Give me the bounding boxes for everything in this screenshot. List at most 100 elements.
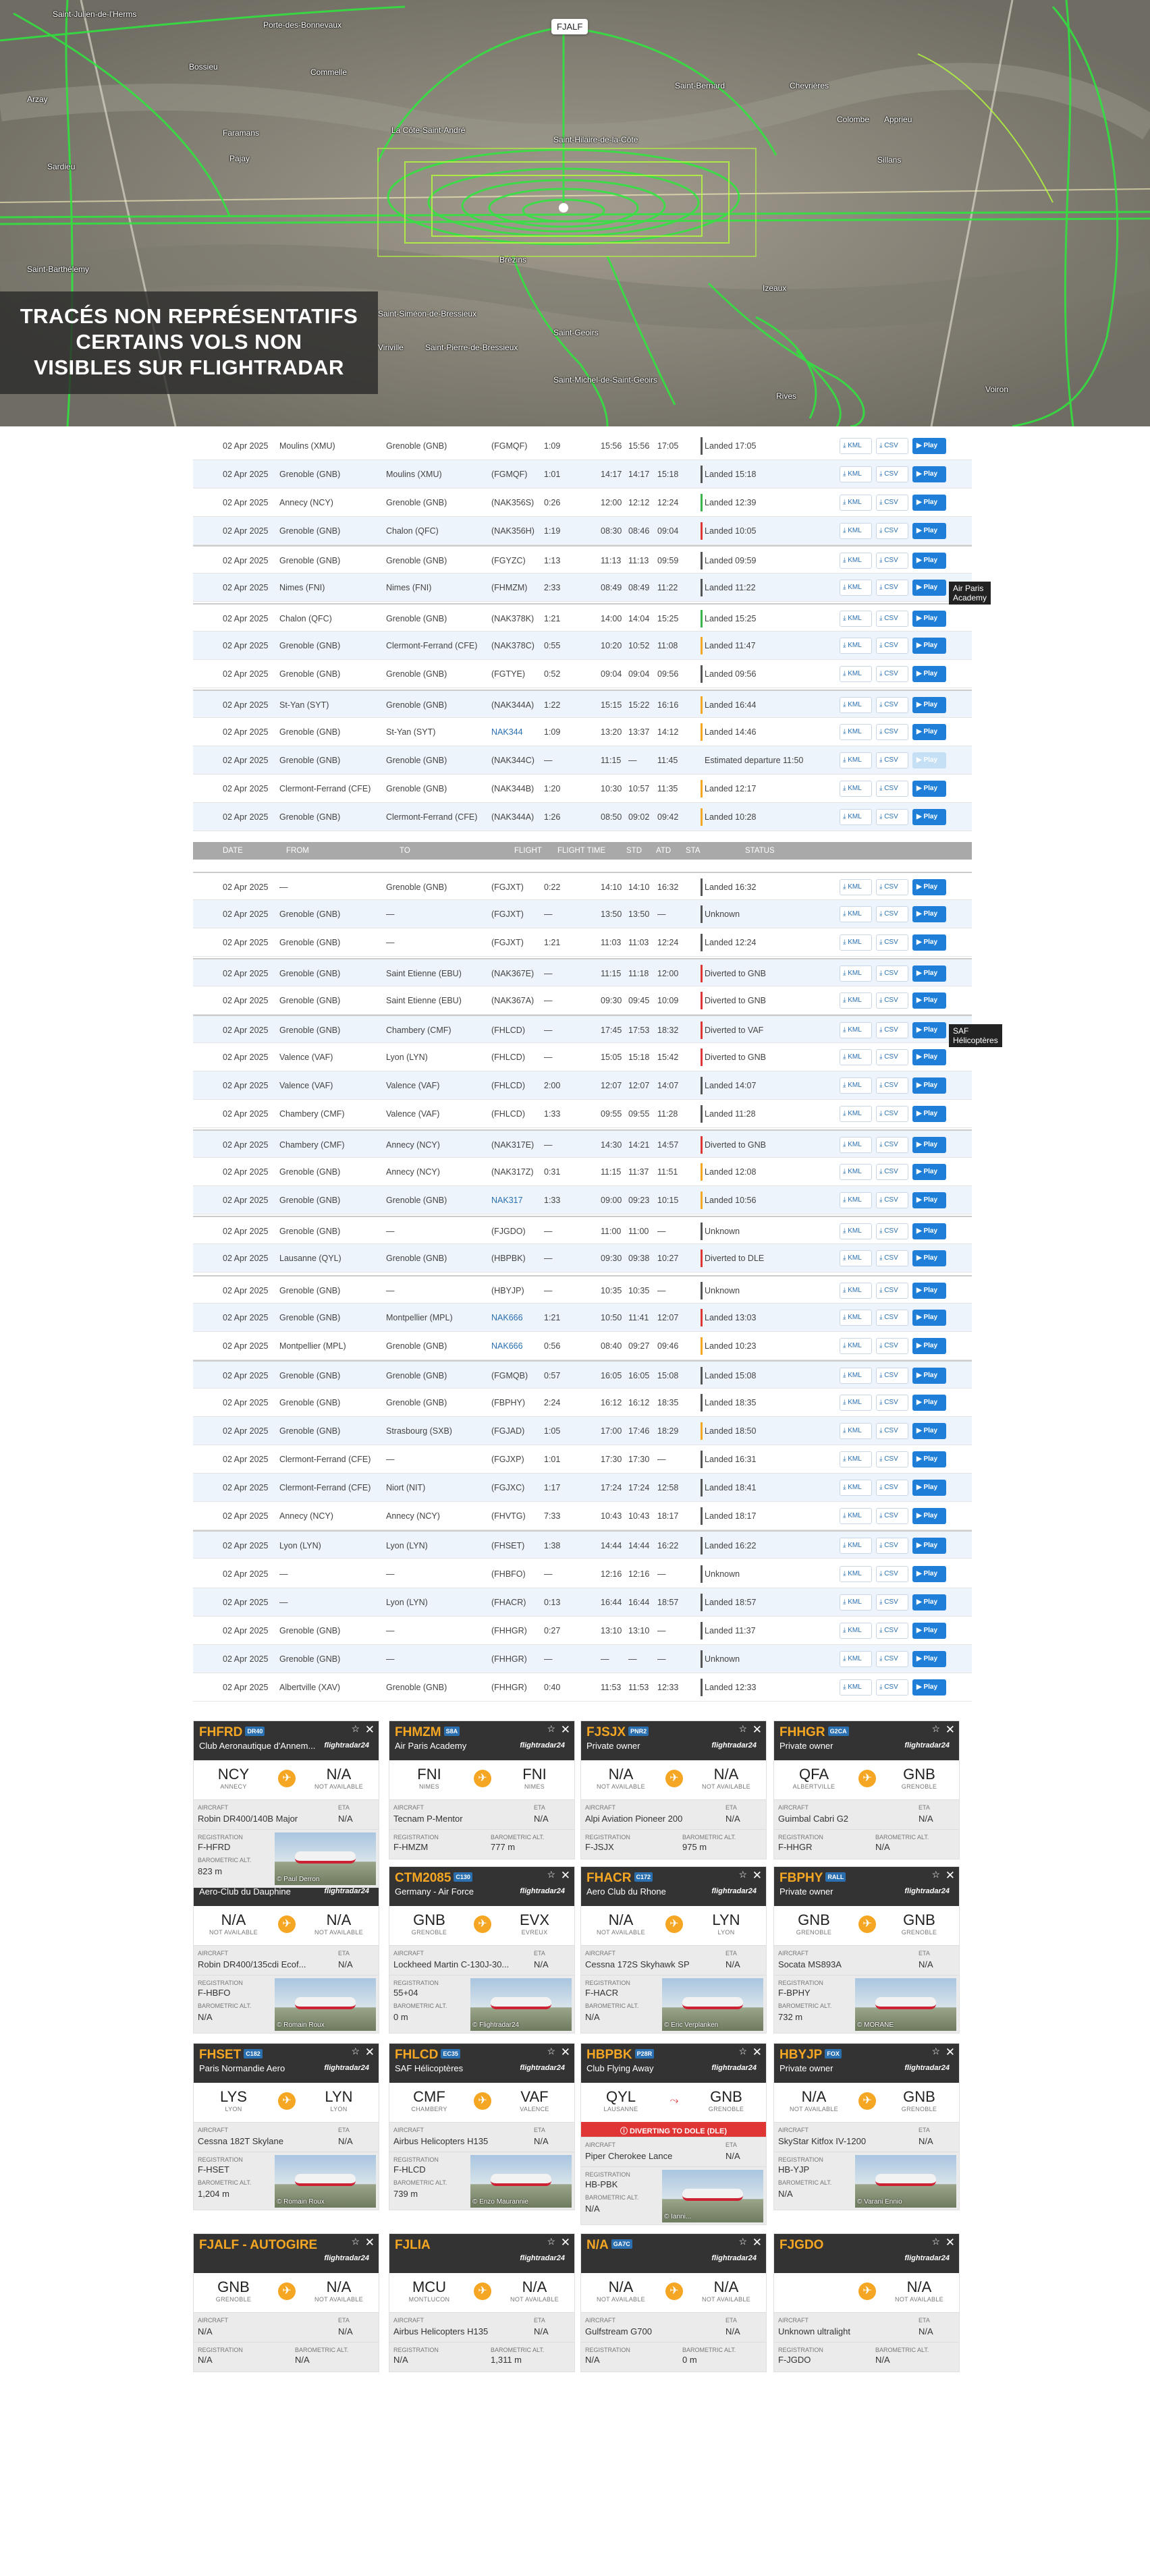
flight-number[interactable]: (FGTYE) bbox=[491, 669, 525, 679]
destination-airport[interactable]: Grenoble (GNB) bbox=[386, 1341, 447, 1351]
favorite-star-icon[interactable]: ☆ bbox=[738, 1723, 747, 1734]
play-button[interactable]: ▶ Play bbox=[912, 1049, 946, 1065]
kml-download-button[interactable]: ⤓ KML bbox=[840, 1451, 872, 1467]
origin-airport[interactable]: Grenoble (GNB) bbox=[279, 1026, 341, 1035]
close-icon[interactable]: ✕ bbox=[945, 1869, 955, 1882]
close-icon[interactable]: ✕ bbox=[560, 1723, 570, 1736]
origin-airport[interactable]: GNB GRENOBLE bbox=[392, 1911, 466, 1936]
csv-download-button[interactable]: ⤓ CSV bbox=[876, 666, 908, 682]
kml-download-button[interactable]: ⤓ KML bbox=[840, 1679, 872, 1696]
origin-airport[interactable]: GNB GRENOBLE bbox=[777, 1911, 851, 1936]
origin-airport[interactable]: Grenoble (GNB) bbox=[279, 1227, 341, 1236]
flight-number[interactable]: (NAK317E) bbox=[491, 1140, 535, 1150]
destination-airport[interactable]: VAF VALENCE bbox=[497, 2088, 572, 2112]
close-icon[interactable]: ✕ bbox=[945, 2046, 955, 2059]
origin-airport[interactable]: Grenoble (GNB) bbox=[279, 556, 341, 565]
csv-download-button[interactable]: ⤓ CSV bbox=[876, 1106, 908, 1122]
play-button[interactable]: ▶ Play bbox=[912, 992, 946, 1009]
flight-number[interactable]: (NAK367E) bbox=[491, 969, 535, 978]
flight-number[interactable]: (FHACR) bbox=[491, 1598, 526, 1607]
csv-download-button[interactable]: ⤓ CSV bbox=[876, 1651, 908, 1667]
destination-airport[interactable]: Grenoble (GNB) bbox=[386, 1254, 447, 1263]
csv-download-button[interactable]: ⤓ CSV bbox=[876, 1022, 908, 1038]
play-button[interactable]: ▶ Play bbox=[912, 1192, 946, 1208]
destination-airport[interactable]: St-Yan (SYT) bbox=[386, 727, 436, 737]
play-button[interactable]: ▶ Play bbox=[912, 1137, 946, 1153]
play-button[interactable]: ▶ Play bbox=[912, 809, 946, 825]
origin-airport[interactable]: Annecy (NCY) bbox=[279, 1511, 333, 1521]
play-button[interactable]: ▶ Play bbox=[912, 1423, 946, 1439]
origin-airport[interactable]: Lausanne (QYL) bbox=[279, 1254, 341, 1263]
origin-airport[interactable]: Grenoble (GNB) bbox=[279, 1426, 341, 1436]
csv-download-button[interactable]: ⤓ CSV bbox=[876, 781, 908, 797]
kml-download-button[interactable]: ⤓ KML bbox=[840, 466, 872, 482]
aircraft-card[interactable]: CTM2085 C130 Germany - Air Force flightrada… bbox=[389, 1866, 575, 2034]
origin-airport[interactable]: Chambery (CMF) bbox=[279, 1140, 345, 1150]
csv-download-button[interactable]: ⤓ CSV bbox=[876, 611, 908, 627]
kml-download-button[interactable]: ⤓ KML bbox=[840, 1250, 872, 1266]
kml-download-button[interactable]: ⤓ KML bbox=[840, 1164, 872, 1180]
origin-airport[interactable]: Grenoble (GNB) bbox=[279, 1167, 341, 1177]
flight-number[interactable]: (FGJXP) bbox=[491, 1455, 524, 1464]
flight-number[interactable]: (NAK344C) bbox=[491, 756, 535, 765]
aircraft-registration[interactable]: FJLIA bbox=[395, 2238, 431, 2252]
flight-number[interactable]: (FGMQB) bbox=[491, 1371, 528, 1380]
origin-airport[interactable]: QYL LAUSANNE bbox=[584, 2088, 658, 2112]
origin-airport[interactable]: Moulins (XMU) bbox=[279, 441, 335, 451]
destination-airport[interactable]: GNB GRENOBLE bbox=[689, 2088, 763, 2112]
destination-airport[interactable]: Lyon (LYN) bbox=[386, 1598, 428, 1607]
destination-airport[interactable]: LYN LYON bbox=[302, 2088, 376, 2112]
aircraft-registration[interactable]: CTM2085 bbox=[395, 1871, 451, 1885]
kml-download-button[interactable]: ⤓ KML bbox=[840, 495, 872, 511]
csv-download-button[interactable]: ⤓ CSV bbox=[876, 1594, 908, 1611]
csv-download-button[interactable]: ⤓ CSV bbox=[876, 1395, 908, 1411]
destination-airport[interactable]: EVX EVREUX bbox=[497, 1911, 572, 1936]
csv-download-button[interactable]: ⤓ CSV bbox=[876, 1623, 908, 1639]
flight-number[interactable]: (FHHGR) bbox=[491, 1683, 527, 1692]
destination-airport[interactable]: — bbox=[386, 938, 395, 947]
csv-download-button[interactable]: ⤓ CSV bbox=[876, 1049, 908, 1065]
csv-download-button[interactable]: ⤓ CSV bbox=[876, 438, 908, 454]
destination-airport[interactable]: Grenoble (GNB) bbox=[386, 700, 447, 710]
destination-airport[interactable]: LYN LYON bbox=[689, 1911, 763, 1936]
favorite-star-icon[interactable]: ☆ bbox=[931, 1723, 940, 1734]
destination-airport[interactable]: Clermont-Ferrand (CFE) bbox=[386, 641, 478, 650]
kml-download-button[interactable]: ⤓ KML bbox=[840, 1395, 872, 1411]
play-button[interactable]: ▶ Play bbox=[912, 438, 946, 454]
flight-number[interactable]: (FHSET) bbox=[491, 1541, 525, 1550]
origin-airport[interactable]: Montpellier (MPL) bbox=[279, 1341, 346, 1351]
csv-download-button[interactable]: ⤓ CSV bbox=[876, 1338, 908, 1354]
kml-download-button[interactable]: ⤓ KML bbox=[840, 1310, 872, 1326]
aircraft-registration[interactable]: FHMZM bbox=[395, 1725, 441, 1739]
aircraft-registration[interactable]: FJSJX bbox=[586, 1725, 626, 1739]
aircraft-registration[interactable]: FHSET bbox=[199, 2048, 242, 2062]
play-button[interactable]: ▶ Play bbox=[912, 1077, 946, 1094]
csv-download-button[interactable]: ⤓ CSV bbox=[876, 1508, 908, 1524]
favorite-star-icon[interactable]: ☆ bbox=[931, 1869, 940, 1880]
origin-airport[interactable]: MCU MONTLUCON bbox=[392, 2278, 466, 2303]
origin-airport[interactable]: FNI NIMES bbox=[392, 1766, 466, 1790]
flight-number[interactable]: (FHLCD) bbox=[491, 1026, 525, 1035]
origin-airport[interactable]: Clermont-Ferrand (CFE) bbox=[279, 1455, 371, 1464]
origin-airport[interactable]: Grenoble (GNB) bbox=[279, 470, 341, 479]
flight-number[interactable]: (FHHGR) bbox=[491, 1626, 527, 1635]
flight-number[interactable]: (NAK367A) bbox=[491, 996, 535, 1005]
origin-airport[interactable]: Grenoble (GNB) bbox=[279, 1196, 341, 1205]
play-button[interactable]: ▶ Play bbox=[912, 724, 946, 740]
play-button[interactable]: ▶ Play bbox=[912, 965, 946, 982]
flight-number[interactable]: (FHVTG) bbox=[491, 1511, 526, 1521]
favorite-star-icon[interactable]: ☆ bbox=[738, 2236, 747, 2247]
csv-download-button[interactable]: ⤓ CSV bbox=[876, 553, 908, 569]
destination-airport[interactable]: Saint Etienne (EBU) bbox=[386, 969, 462, 978]
favorite-star-icon[interactable]: ☆ bbox=[351, 2046, 360, 2056]
destination-airport[interactable]: Grenoble (GNB) bbox=[386, 756, 447, 765]
aircraft-registration[interactable]: HBYJP bbox=[779, 2048, 823, 2062]
origin-airport[interactable]: Grenoble (GNB) bbox=[279, 641, 341, 650]
csv-download-button[interactable]: ⤓ CSV bbox=[876, 1451, 908, 1467]
kml-download-button[interactable]: ⤓ KML bbox=[840, 1566, 872, 1582]
origin-airport[interactable]: CMF CHAMBERY bbox=[392, 2088, 466, 2112]
close-icon[interactable]: ✕ bbox=[945, 1723, 955, 1736]
flight-number[interactable]: (FJGDO) bbox=[491, 1227, 526, 1236]
